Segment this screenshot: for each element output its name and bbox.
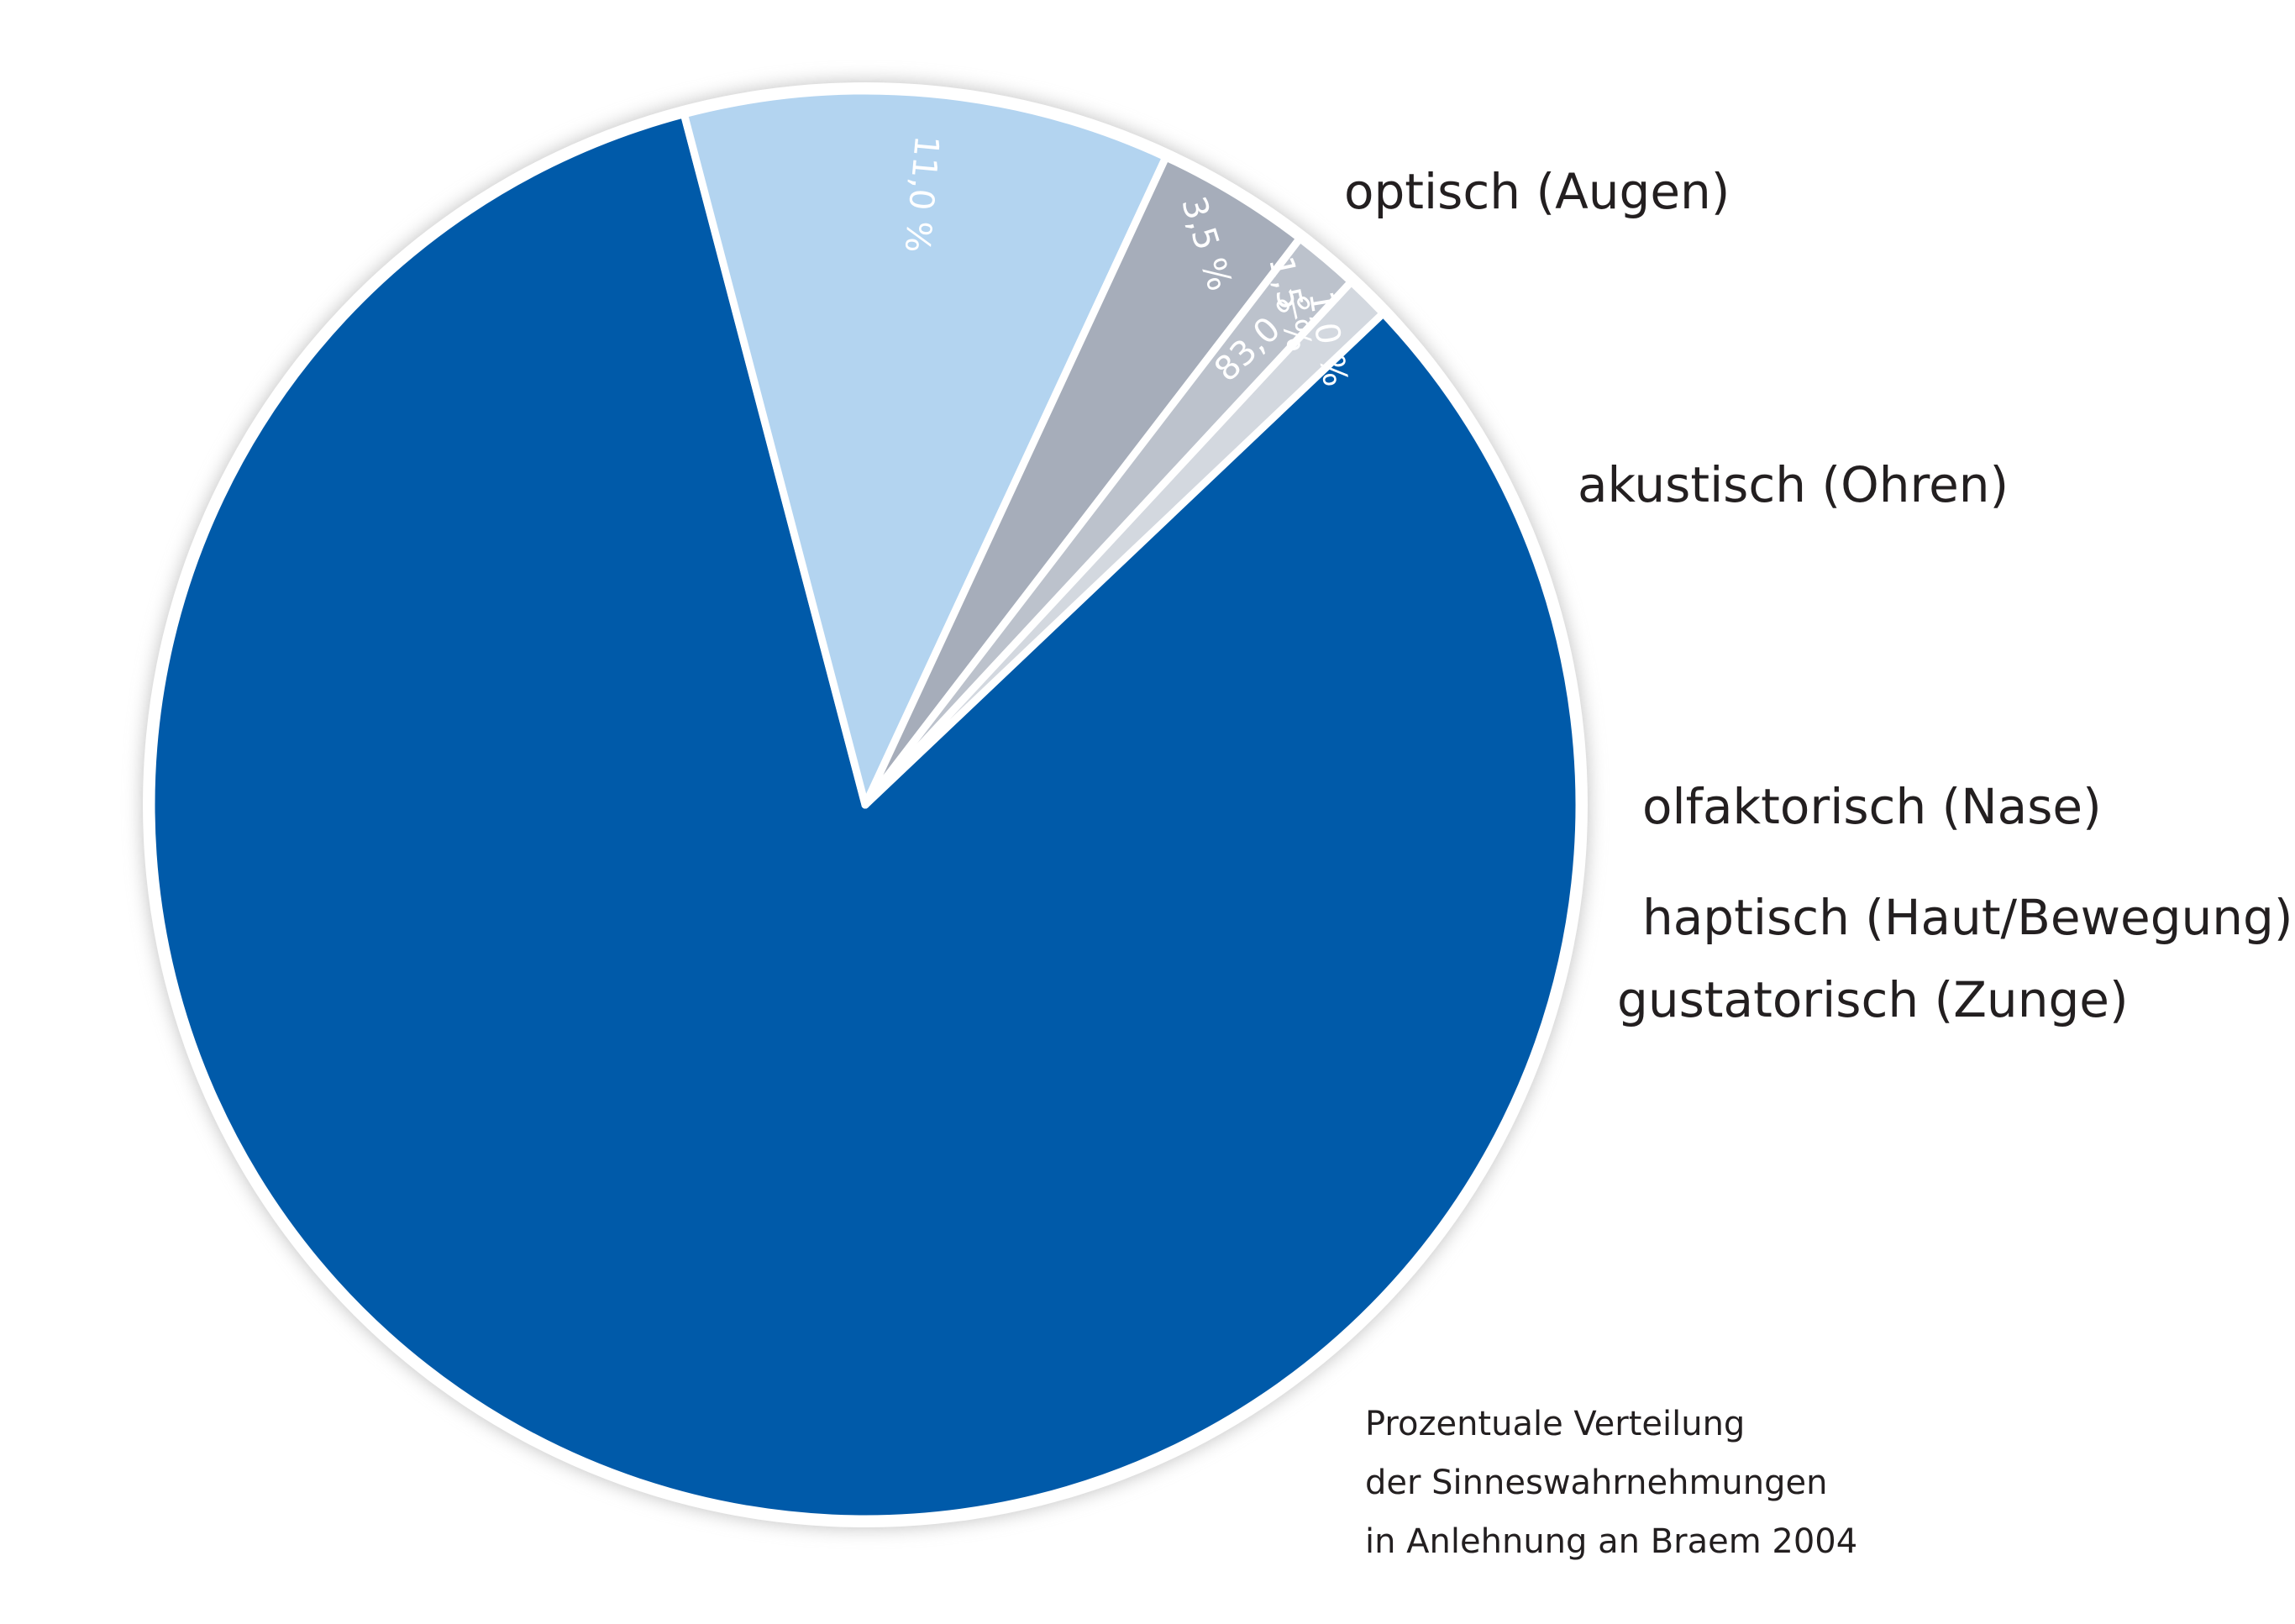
chart-caption: Prozentuale Verteilung der Sinneswahrneh… (1365, 1395, 1857, 1571)
pie-slice (680, 87, 1170, 809)
caption-line: Prozentuale Verteilung (1365, 1405, 1746, 1443)
pie-slices (147, 87, 1583, 1523)
slice-category-label: haptisch (Haut/Bewegung) (1642, 889, 2292, 946)
pie-slice (861, 277, 1388, 809)
slice-category-label: olfaktorisch (Nase) (1642, 778, 2102, 835)
category-labels: optisch (Augen) akustisch (Ohren) olfaktor… (1344, 163, 2292, 1028)
pie-slice (147, 110, 1583, 1523)
caption-line: in Anlehnung an Braem 2004 (1365, 1522, 1858, 1561)
slice-category-label: gustatorisch (Zunge) (1617, 971, 2129, 1028)
caption-line: der Sinneswahrnehmungen (1365, 1464, 1828, 1502)
slice-category-label: optisch (Augen) (1344, 163, 1730, 220)
slice-category-label: akustisch (Ohren) (1578, 456, 2009, 513)
